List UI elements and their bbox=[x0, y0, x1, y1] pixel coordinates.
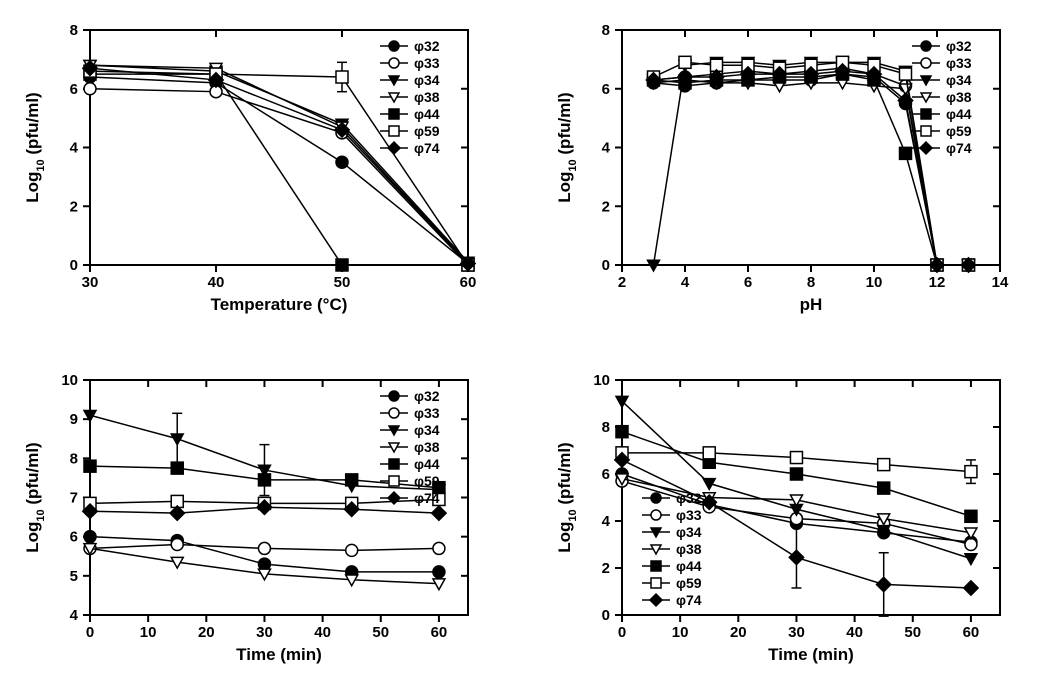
legend-label: φ59 bbox=[946, 123, 972, 139]
legend-label: φ59 bbox=[676, 575, 702, 591]
legend-label: φ33 bbox=[676, 507, 702, 523]
legend-label: φ74 bbox=[946, 140, 972, 156]
legend-label: φ34 bbox=[414, 422, 440, 438]
x-axis-label: Time (min) bbox=[236, 645, 322, 664]
svg-text:8: 8 bbox=[70, 450, 78, 467]
svg-text:20: 20 bbox=[198, 624, 215, 641]
y-axis-label: Log10 (pfu/ml) bbox=[555, 92, 579, 202]
series-line-φ33 bbox=[90, 89, 468, 265]
series-line-φ59 bbox=[90, 71, 468, 265]
legend-label: φ33 bbox=[946, 55, 972, 71]
svg-text:10: 10 bbox=[140, 624, 157, 641]
legend-label: φ74 bbox=[676, 592, 702, 608]
x-axis-label: Time (min) bbox=[768, 645, 854, 664]
svg-text:30: 30 bbox=[788, 624, 805, 641]
svg-text:40: 40 bbox=[208, 274, 225, 291]
svg-text:10: 10 bbox=[865, 274, 882, 291]
svg-text:0: 0 bbox=[70, 257, 78, 274]
svg-text:8: 8 bbox=[70, 22, 78, 39]
legend-label: φ44 bbox=[676, 558, 702, 574]
legend-label: φ33 bbox=[414, 55, 440, 71]
svg-text:8: 8 bbox=[806, 274, 814, 291]
svg-text:0: 0 bbox=[601, 607, 609, 624]
svg-text:7: 7 bbox=[70, 490, 78, 507]
legend-label: φ32 bbox=[414, 388, 440, 404]
svg-text:12: 12 bbox=[928, 274, 945, 291]
legend-label: φ33 bbox=[414, 405, 440, 421]
legend-label: φ44 bbox=[946, 106, 972, 122]
svg-text:9: 9 bbox=[70, 411, 78, 428]
series-line-φ44 bbox=[90, 74, 468, 265]
panel-b: 246810121402468pHLog10 (pfu/ml)φ32φ33φ34… bbox=[552, 20, 1024, 330]
x-axis-label: Temperature (°C) bbox=[211, 295, 348, 314]
svg-text:2: 2 bbox=[617, 274, 625, 291]
svg-text:2: 2 bbox=[601, 198, 609, 215]
x-axis-label: pH bbox=[799, 295, 822, 314]
panel-c: 0 10 20 30 40 50 60 4 5 6 7 8 9 10 Time (min) Log10 (pf… bbox=[20, 370, 492, 680]
legend-label: φ59 bbox=[414, 123, 440, 139]
svg-text:10: 10 bbox=[671, 624, 688, 641]
legend-label: φ32 bbox=[676, 490, 702, 506]
series-line-φ38 bbox=[90, 65, 468, 263]
svg-text:60: 60 bbox=[431, 624, 448, 641]
svg-text:60: 60 bbox=[460, 274, 477, 291]
svg-text:5: 5 bbox=[70, 568, 78, 585]
series-line-φ34 bbox=[90, 65, 468, 262]
svg-text:10: 10 bbox=[61, 372, 78, 389]
y-axis-label: Log10 (pfu/ml) bbox=[23, 442, 47, 552]
legend-label: φ34 bbox=[414, 72, 440, 88]
svg-text:4: 4 bbox=[601, 513, 610, 530]
svg-text:10: 10 bbox=[593, 372, 610, 389]
svg-text:30: 30 bbox=[82, 274, 99, 291]
panel-a: 30 40 50 60 0 2 4 6 8 Temperature (°C) Log10 (pfu/… bbox=[20, 20, 492, 330]
svg-text:0: 0 bbox=[601, 257, 609, 274]
svg-text:60: 60 bbox=[962, 624, 979, 641]
svg-text:4: 4 bbox=[70, 607, 79, 624]
y-axis-label: Log10 (pfu/ml) bbox=[555, 442, 579, 552]
svg-text:50: 50 bbox=[904, 624, 921, 641]
svg-text:8: 8 bbox=[601, 22, 609, 39]
y-axis-label: Log10 (pfu/ml) bbox=[23, 92, 47, 202]
svg-text:6: 6 bbox=[601, 466, 609, 483]
legend-label: φ38 bbox=[414, 89, 440, 105]
legend-label: φ44 bbox=[414, 456, 440, 472]
svg-text:0: 0 bbox=[86, 624, 94, 641]
svg-text:4: 4 bbox=[70, 140, 79, 157]
legend-label: φ38 bbox=[414, 439, 440, 455]
svg-text:6: 6 bbox=[70, 529, 78, 546]
svg-text:2: 2 bbox=[601, 560, 609, 577]
chart-grid: 3040506002468Temperature (°C)Log10 (pfu/… bbox=[20, 20, 1023, 680]
legend-label: φ38 bbox=[946, 89, 972, 105]
legend-label: φ74 bbox=[414, 490, 440, 506]
svg-text:6: 6 bbox=[70, 81, 78, 98]
legend-label: φ32 bbox=[946, 38, 972, 54]
svg-text:30: 30 bbox=[256, 624, 273, 641]
svg-text:50: 50 bbox=[372, 624, 389, 641]
legend-label: φ59 bbox=[414, 473, 440, 489]
svg-text:4: 4 bbox=[601, 140, 610, 157]
legend-label: φ38 bbox=[676, 541, 702, 557]
svg-text:8: 8 bbox=[601, 419, 609, 436]
svg-text:6: 6 bbox=[743, 274, 751, 291]
svg-text:40: 40 bbox=[314, 624, 331, 641]
svg-text:20: 20 bbox=[729, 624, 746, 641]
legend-label: φ44 bbox=[414, 106, 440, 122]
legend-label: φ74 bbox=[414, 140, 440, 156]
svg-text:2: 2 bbox=[70, 198, 78, 215]
legend-label: φ34 bbox=[946, 72, 972, 88]
svg-text:0: 0 bbox=[617, 624, 625, 641]
svg-text:50: 50 bbox=[334, 274, 351, 291]
svg-text:40: 40 bbox=[846, 624, 863, 641]
legend-label: φ32 bbox=[414, 38, 440, 54]
svg-text:4: 4 bbox=[680, 274, 689, 291]
svg-text:6: 6 bbox=[601, 81, 609, 98]
panel-d: 0 10 20 30 40 50 60 0 2 4 6 8 10 Time (min) Log10 (pfu… bbox=[552, 370, 1024, 680]
svg-text:14: 14 bbox=[991, 274, 1008, 291]
legend-label: φ34 bbox=[676, 524, 702, 540]
